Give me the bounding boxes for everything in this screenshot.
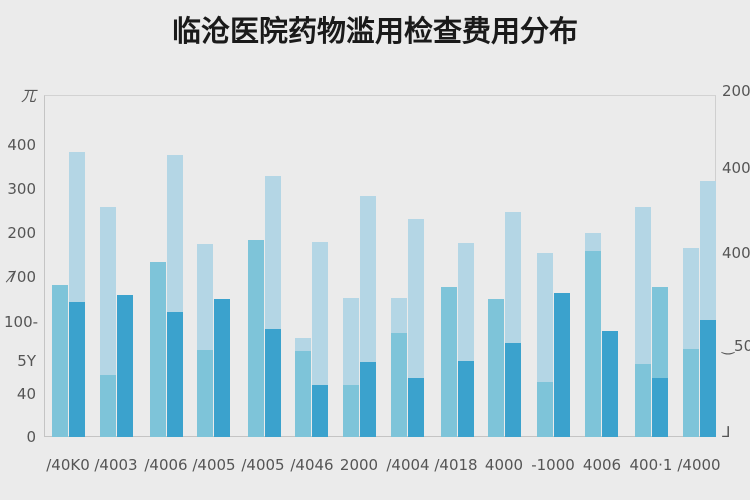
bar-segment-left-med — [635, 364, 651, 437]
bar-segment-right-light — [360, 196, 376, 362]
y-tick-left: 0 — [26, 428, 36, 446]
bar-segment-left-med — [100, 375, 116, 437]
x-tick: -1000 — [531, 456, 575, 474]
x-tick: /40K0 — [46, 456, 90, 474]
x-tick: 4006 — [582, 456, 622, 474]
bar-segment-left-med — [683, 349, 699, 437]
bar-segment-left-med — [52, 285, 68, 437]
y-tick-left: 40 — [16, 385, 36, 403]
x-tick: /4006 — [144, 456, 188, 474]
x-tick: 400·1 — [629, 456, 673, 474]
y-tick-left: 7̸00 — [7, 268, 36, 286]
bar-segment-right-dark — [652, 378, 668, 437]
bar-segment-left-med — [537, 382, 553, 437]
bar-segment-right-dark — [117, 295, 133, 437]
chart-title: 临沧医院药物滥用检查费用分布 — [171, 14, 578, 48]
bar-segment-left-med — [343, 385, 359, 437]
bar-segment-right-dark — [167, 312, 183, 437]
bar-segment-left-med — [248, 240, 264, 437]
bar-segment-right-dark — [69, 302, 85, 437]
bar-segment-right-med — [652, 287, 668, 378]
x-tick: /4018 — [434, 456, 478, 474]
bar-segment-left-light — [585, 233, 601, 251]
bar-segment-left-light — [343, 298, 359, 385]
y-tick-right: ‿50 — [722, 337, 750, 355]
bar-segment-right-dark — [458, 361, 474, 437]
y-tick-left: 300 — [7, 180, 36, 198]
bar-segment-left-light — [683, 248, 699, 349]
bar-segment-right-light — [69, 152, 85, 302]
y-tick-left: 200 — [7, 224, 36, 242]
x-tick: /4000 — [677, 456, 721, 474]
y-axis-unit-label: 兀 — [20, 87, 36, 105]
bar-segment-right-dark — [312, 385, 328, 437]
bar-segment-right-light — [167, 155, 183, 312]
x-tick: 4000 — [484, 456, 524, 474]
bar-segment-left-med — [441, 287, 457, 437]
x-tick: /4005 — [241, 456, 285, 474]
bar-segment-left-light — [537, 253, 553, 382]
bar-segment-left-light — [635, 207, 651, 364]
y-tick-right: 400 — [722, 159, 750, 177]
bar-segment-left-med — [488, 299, 504, 437]
bar-segment-right-dark — [360, 362, 376, 437]
y-tick-right: ⅃ — [722, 423, 731, 441]
bar-segment-left-med — [197, 350, 213, 437]
bar-segment-left-med — [150, 262, 166, 437]
bar-segment-right-dark — [265, 329, 281, 437]
bar-segment-right-dark — [505, 343, 521, 437]
bar-segment-right-dark — [700, 320, 716, 437]
x-tick: /4046 — [290, 456, 334, 474]
y-tick-left: 100- — [4, 313, 39, 331]
x-tick: /4004 — [386, 456, 430, 474]
y-tick-left: 400 — [7, 136, 36, 154]
bar-segment-right-dark — [214, 299, 230, 437]
bar-segment-right-dark — [554, 293, 570, 437]
bar-segment-right-light — [458, 243, 474, 361]
bar-segment-left-med — [295, 351, 311, 437]
y-tick-right: 200 — [722, 82, 750, 100]
bar-segment-left-light — [295, 338, 311, 351]
y-tick-left: 5Y — [17, 352, 36, 370]
bar-segment-left-light — [100, 207, 116, 375]
bar-segment-right-light — [265, 176, 281, 329]
x-tick: /4003 — [94, 456, 138, 474]
bar-segment-left-med — [585, 251, 601, 437]
bar-segment-left-med — [391, 333, 407, 437]
bar-segment-right-dark — [602, 331, 618, 437]
x-tick: 2000 — [339, 456, 379, 474]
bar-segment-left-light — [391, 298, 407, 333]
bar-segment-right-light — [312, 242, 328, 385]
x-tick: /4005 — [192, 456, 236, 474]
bar-segment-right-light — [700, 181, 716, 320]
bar-segment-right-light — [505, 212, 521, 343]
bar-segment-right-light — [408, 219, 424, 378]
bar-segment-right-dark — [408, 378, 424, 437]
y-tick-right: 400 — [722, 244, 750, 262]
bar-segment-left-light — [197, 244, 213, 350]
